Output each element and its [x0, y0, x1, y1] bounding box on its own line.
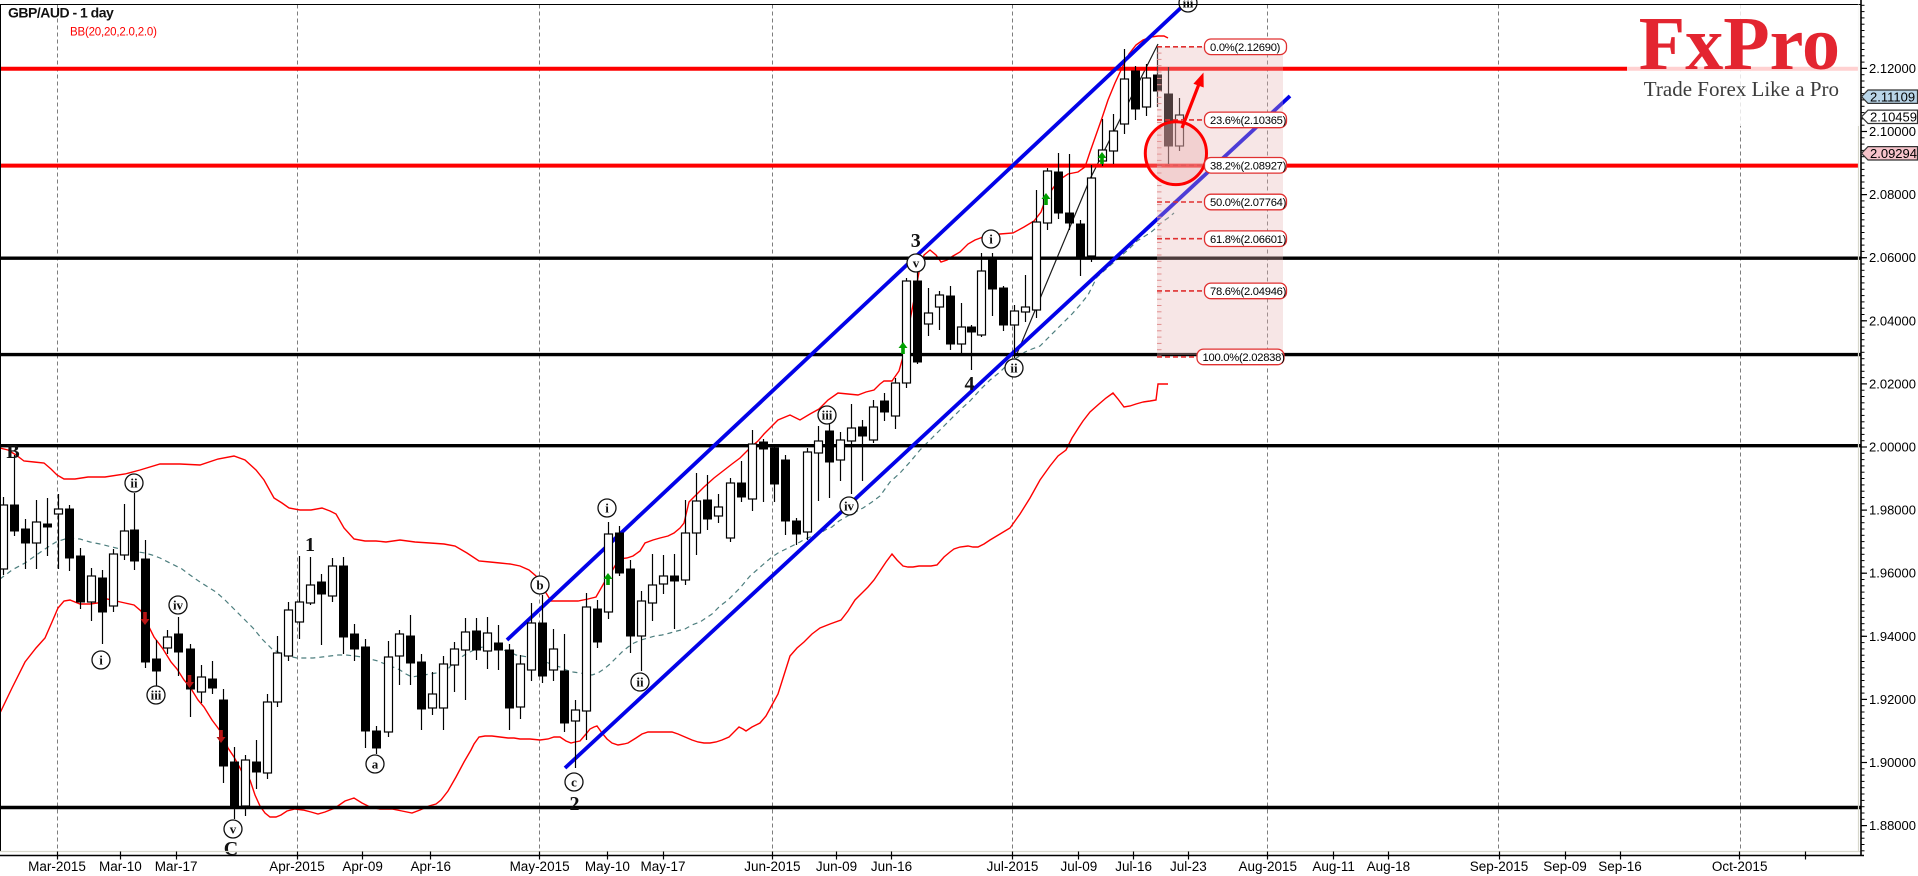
svg-text:i: i [605, 501, 609, 516]
svg-text:i: i [99, 653, 103, 668]
svg-text:Aug-2015: Aug-2015 [1239, 859, 1298, 874]
svg-text:FxPro: FxPro [1639, 2, 1840, 86]
svg-text:iii: iii [822, 408, 833, 423]
svg-text:2.10000: 2.10000 [1869, 124, 1916, 139]
svg-text:Jul-23: Jul-23 [1170, 859, 1207, 874]
svg-text:1.96000: 1.96000 [1869, 566, 1916, 581]
svg-text:Sep-2015: Sep-2015 [1470, 859, 1529, 874]
svg-text:2.04000: 2.04000 [1869, 313, 1916, 328]
svg-text:iv: iv [173, 598, 184, 613]
svg-text:May-2015: May-2015 [510, 859, 570, 874]
svg-text:Sep-09: Sep-09 [1543, 859, 1587, 874]
svg-text:Apr-16: Apr-16 [411, 859, 452, 874]
svg-text:2.02000: 2.02000 [1869, 376, 1916, 391]
svg-text:38.2%(2.08927): 38.2%(2.08927) [1210, 161, 1287, 173]
svg-text:78.6%(2.04946): 78.6%(2.04946) [1210, 286, 1287, 298]
svg-text:May-17: May-17 [640, 859, 685, 874]
svg-text:Jun-09: Jun-09 [816, 859, 857, 874]
svg-text:3: 3 [911, 230, 921, 252]
svg-text:ii: ii [130, 476, 138, 491]
svg-text:Mar-2015: Mar-2015 [28, 859, 86, 874]
svg-text:v: v [913, 256, 920, 271]
svg-text:Aug-18: Aug-18 [1367, 859, 1411, 874]
svg-text:Jul-16: Jul-16 [1115, 859, 1152, 874]
svg-text:2.09294: 2.09294 [1870, 146, 1917, 161]
svg-text:ii: ii [1010, 361, 1018, 376]
svg-text:4: 4 [965, 373, 975, 395]
svg-text:b: b [536, 578, 543, 593]
svg-text:2.00000: 2.00000 [1869, 440, 1916, 455]
svg-text:ii: ii [636, 675, 644, 690]
svg-text:C: C [224, 838, 238, 860]
svg-text:BB(20,20,2.0,2.0): BB(20,20,2.0,2.0) [70, 27, 157, 39]
svg-text:GBP/AUD - 1 day: GBP/AUD - 1 day [8, 5, 114, 21]
svg-text:Jul-09: Jul-09 [1061, 859, 1098, 874]
svg-text:Apr-2015: Apr-2015 [269, 859, 325, 874]
svg-text:Jun-2015: Jun-2015 [744, 859, 800, 874]
svg-text:Apr-09: Apr-09 [342, 859, 383, 874]
svg-text:61.8%(2.06601): 61.8%(2.06601) [1210, 234, 1287, 246]
svg-text:1.98000: 1.98000 [1869, 503, 1916, 518]
svg-text:Jun-16: Jun-16 [871, 859, 912, 874]
svg-text:Oct-2015: Oct-2015 [1712, 859, 1768, 874]
svg-text:0.0%(2.12690): 0.0%(2.12690) [1210, 42, 1281, 54]
svg-text:May-10: May-10 [585, 859, 630, 874]
svg-text:Jul-2015: Jul-2015 [987, 859, 1039, 874]
svg-text:1.88000: 1.88000 [1869, 818, 1916, 833]
svg-text:50.0%(2.07764): 50.0%(2.07764) [1210, 197, 1287, 209]
svg-text:2.06000: 2.06000 [1869, 250, 1916, 265]
svg-text:B: B [6, 441, 19, 463]
svg-text:2.08000: 2.08000 [1869, 187, 1916, 202]
svg-text:2.10459: 2.10459 [1870, 109, 1917, 124]
svg-text:Mar-17: Mar-17 [155, 859, 198, 874]
svg-text:2: 2 [570, 793, 580, 815]
svg-text:iii: iii [151, 688, 162, 703]
svg-text:c: c [571, 775, 577, 790]
svg-text:1.90000: 1.90000 [1869, 755, 1916, 770]
svg-text:1: 1 [305, 534, 315, 556]
svg-text:iii: iii [1183, 0, 1194, 11]
svg-text:Trade Forex Like a Pro: Trade Forex Like a Pro [1644, 77, 1839, 101]
svg-text:1.92000: 1.92000 [1869, 692, 1916, 707]
svg-text:Mar-10: Mar-10 [99, 859, 142, 874]
svg-text:2.12000: 2.12000 [1869, 61, 1916, 76]
svg-text:100.0%(2.02838): 100.0%(2.02838) [1203, 352, 1286, 364]
svg-text:a: a [372, 757, 379, 772]
svg-text:1.94000: 1.94000 [1869, 629, 1916, 644]
svg-text:Sep-16: Sep-16 [1598, 859, 1642, 874]
svg-text:i: i [989, 232, 993, 247]
svg-text:2.11109: 2.11109 [1870, 89, 1915, 104]
svg-text:iv: iv [844, 499, 855, 514]
svg-text:Aug-11: Aug-11 [1312, 859, 1355, 874]
svg-text:23.6%(2.10365): 23.6%(2.10365) [1210, 115, 1287, 127]
svg-text:v: v [230, 822, 237, 837]
